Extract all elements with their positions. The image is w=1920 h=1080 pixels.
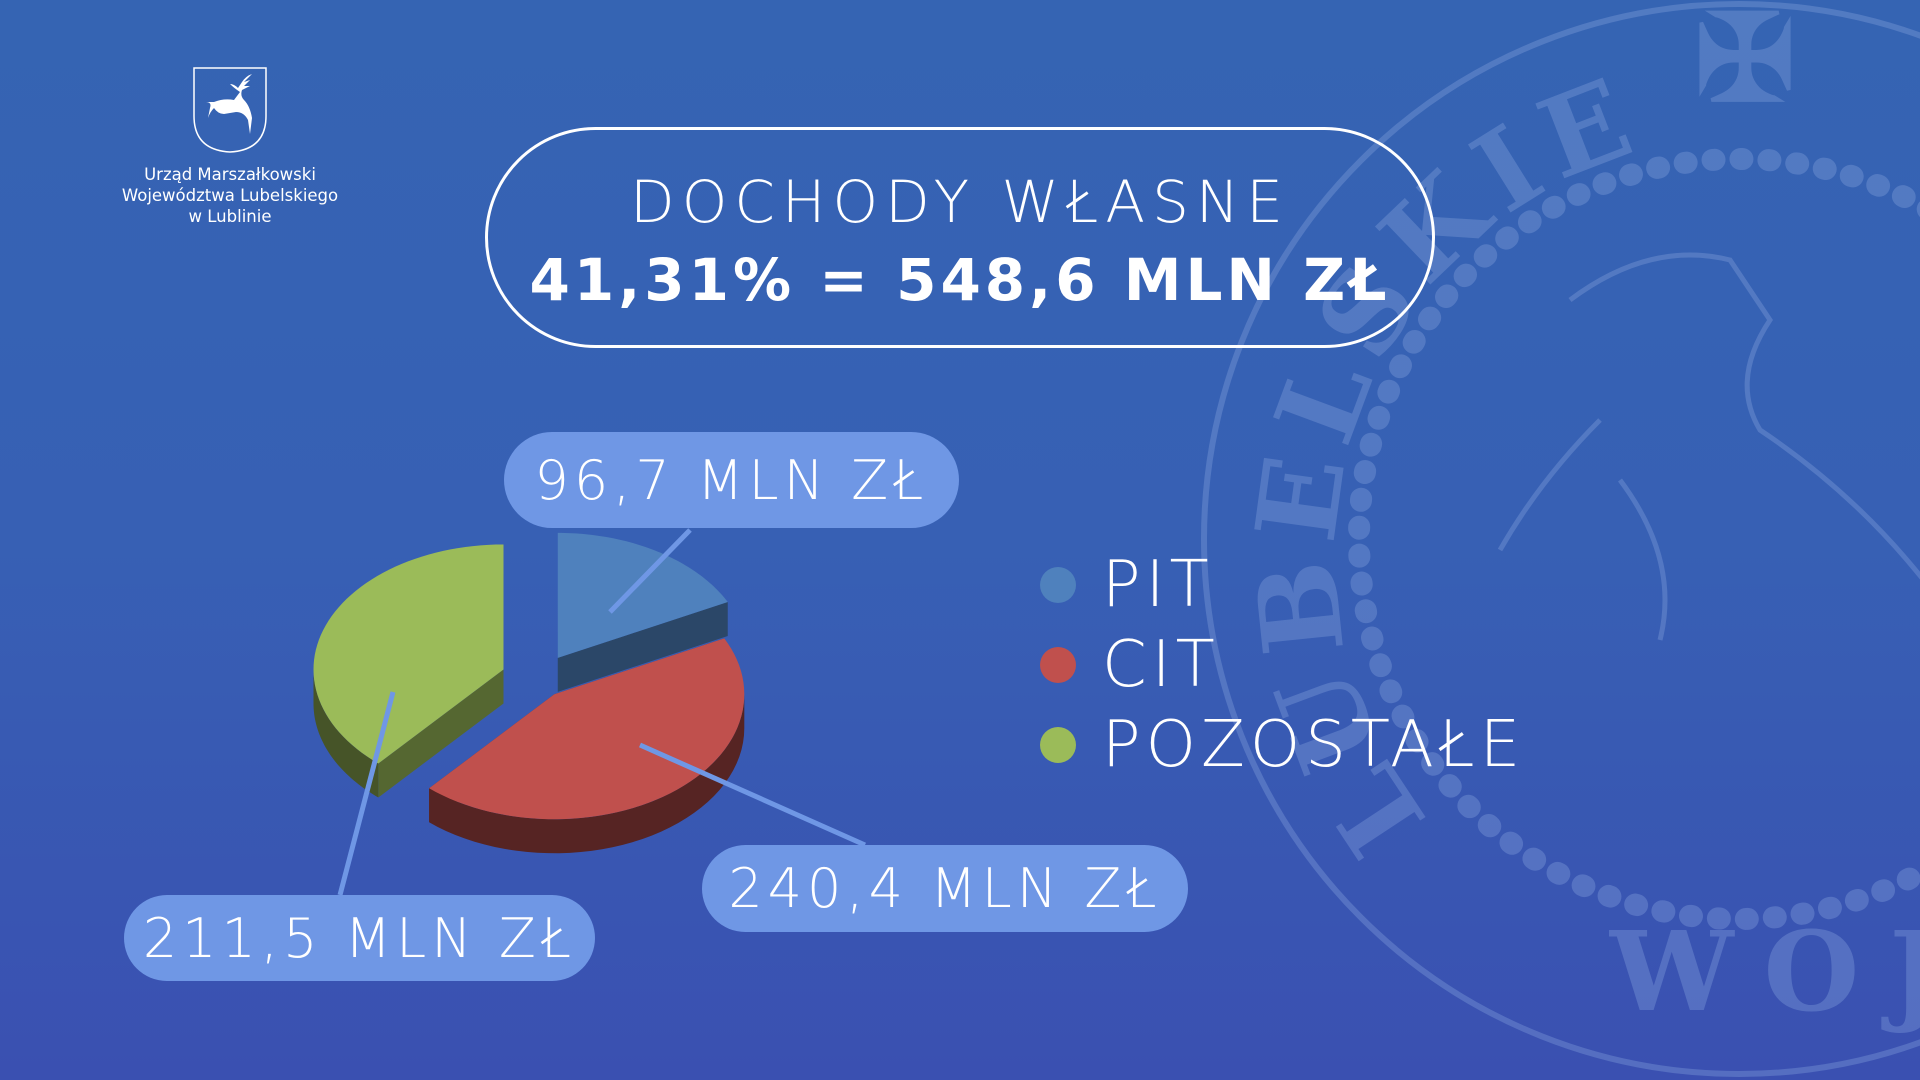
data-label-pit: 96,7 MLN ZŁ <box>504 432 959 528</box>
logo-text-line: Województwa Lubelskiego <box>121 186 339 205</box>
leader-line <box>608 528 692 614</box>
logo-text-line: Urząd Marszałkowski <box>144 165 316 184</box>
data-label-cit: 240,4 MLN ZŁ <box>702 845 1188 932</box>
data-label-text: 211,5 MLN ZŁ <box>142 906 577 970</box>
legend-item-pit: PIT <box>1040 545 1525 625</box>
svg-text:✠: ✠ <box>1695 0 1796 129</box>
data-label-pozostale: 211,5 MLN ZŁ <box>124 895 595 981</box>
legend-label: CIT <box>1102 628 1220 702</box>
title-value: 41,31% = 548,6 MLN ZŁ <box>529 246 1391 314</box>
data-label-text: 240,4 MLN ZŁ <box>728 857 1162 920</box>
title-box: DOCHODY WŁASNE 41,31% = 548,6 MLN ZŁ <box>485 127 1435 348</box>
pie-slice-pozostałe <box>313 544 504 764</box>
legend-label: PIT <box>1102 548 1214 622</box>
legend: PIT CIT POZOSTAŁE <box>1040 545 1525 785</box>
data-label-text: 96,7 MLN ZŁ <box>534 448 929 512</box>
logo: Urząd Marszałkowski Województwa Lubelski… <box>110 66 350 227</box>
legend-item-pozostale: POZOSTAŁE <box>1040 705 1525 785</box>
legend-item-cit: CIT <box>1040 625 1525 705</box>
leader-line <box>337 691 396 896</box>
legend-swatch <box>1040 727 1076 763</box>
pie-slice-side <box>429 694 745 854</box>
pie-slice-cut-face <box>378 669 504 798</box>
legend-swatch <box>1040 567 1076 603</box>
legend-swatch <box>1040 647 1076 683</box>
logo-text-line: w Lublinie <box>188 207 272 226</box>
title-heading: DOCHODY WŁASNE <box>630 168 1290 236</box>
pie-slice-side <box>313 669 379 798</box>
legend-label: POZOSTAŁE <box>1102 708 1526 782</box>
coat-of-arms-icon <box>193 67 267 153</box>
pie-slice-pit <box>557 532 728 658</box>
pie-slice-cit <box>429 638 745 820</box>
pie-slice-cut-face <box>557 602 728 692</box>
leader-line <box>638 742 867 848</box>
svg-text:WOJ: WOJ <box>1609 907 1920 1036</box>
